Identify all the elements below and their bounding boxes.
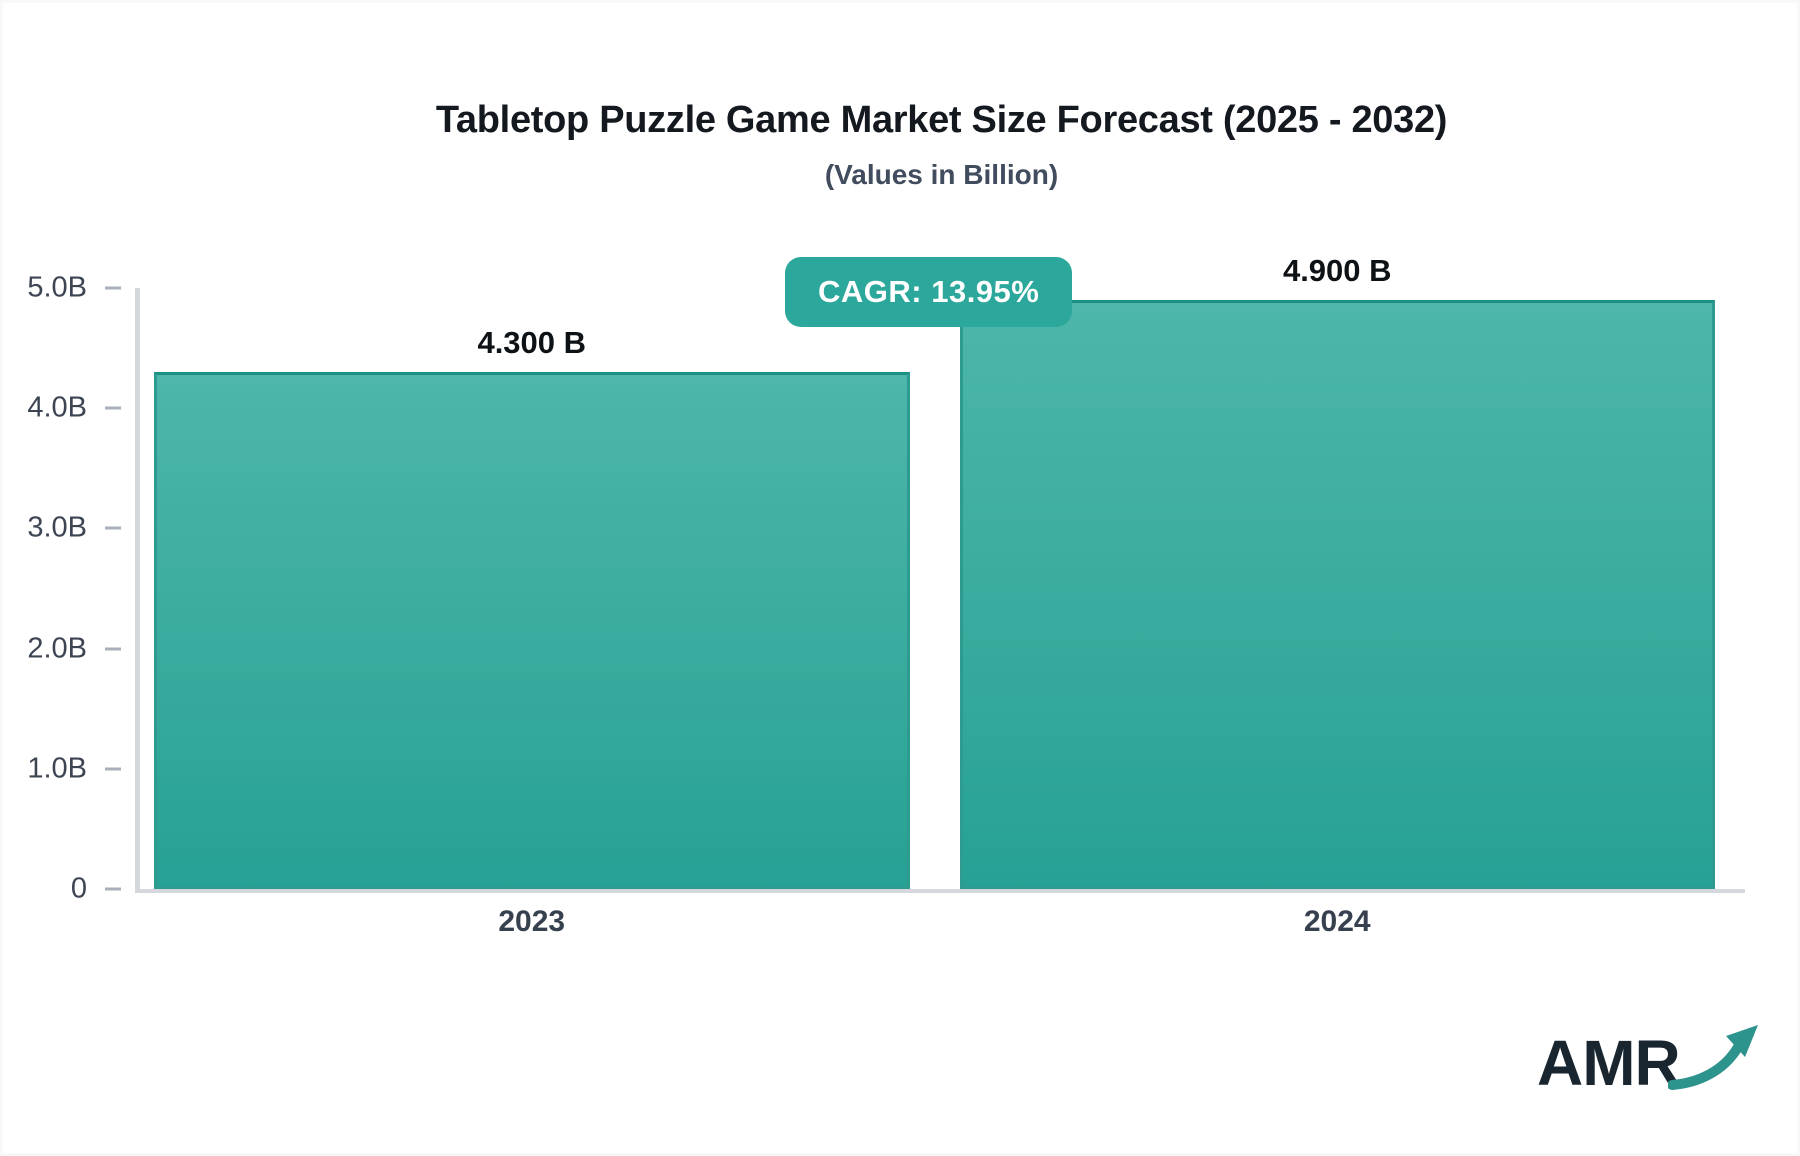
- y-axis-tick: 1.0B: [27, 752, 135, 785]
- chart-title: Tabletop Puzzle Game Market Size Forecas…: [435, 99, 1448, 141]
- amr-logo-text: AMR: [1537, 1027, 1681, 1099]
- bar-slot: 4.300 B 2023: [154, 288, 910, 938]
- y-tick-label: 4.0B: [27, 391, 87, 424]
- y-axis-tick: 0: [71, 873, 135, 906]
- growth-arrow-icon: [1666, 1023, 1760, 1096]
- y-axis: 5.0B 4.0B 3.0B 2.0B 1.0B 0: [3, 272, 135, 905]
- y-tick-label: 3.0B: [27, 511, 87, 544]
- bar-2024: 4.900 B: [959, 253, 1715, 889]
- x-axis-label: 2024: [1303, 905, 1371, 938]
- y-tick-label: 2.0B: [27, 632, 87, 665]
- y-tick-label: 0: [70, 872, 87, 905]
- x-axis-label: 2023: [498, 905, 566, 938]
- bar-slot: 4.900 B 2024: [959, 253, 1715, 938]
- bars: 4.300 B 2023 4.900 B 2024: [140, 253, 1745, 938]
- y-tick-label: 1.0B: [27, 752, 87, 785]
- y-tick-mark: [105, 286, 121, 290]
- y-tick-mark: [105, 406, 121, 410]
- y-axis-tick: 4.0B: [27, 392, 135, 425]
- plot-area: 4.300 B 2023 4.900 B 2024: [135, 253, 1745, 938]
- y-tick-mark: [105, 767, 121, 771]
- y-tick-mark: [105, 647, 121, 651]
- y-axis-tick: 2.0B: [27, 632, 135, 665]
- chart-subtitle: (Values in Billion): [824, 159, 1059, 190]
- y-tick-label: 5.0B: [27, 271, 87, 304]
- bar-value-label: 4.300 B: [477, 325, 587, 361]
- bar-value-label: 4.900 B: [1282, 253, 1392, 289]
- amr-logo: AMR: [1537, 1025, 1760, 1099]
- y-tick-mark: [105, 526, 121, 530]
- x-axis-line: [135, 889, 1745, 893]
- bar-2023: 4.300 B: [154, 325, 910, 889]
- chart-header: Tabletop Puzzle Game Market Size Forecas…: [138, 99, 1745, 191]
- y-tick-mark: [105, 887, 121, 891]
- y-axis-tick: 5.0B: [27, 272, 135, 305]
- y-axis-tick: 3.0B: [27, 512, 135, 545]
- cagr-badge: CAGR: 13.95%: [785, 257, 1073, 327]
